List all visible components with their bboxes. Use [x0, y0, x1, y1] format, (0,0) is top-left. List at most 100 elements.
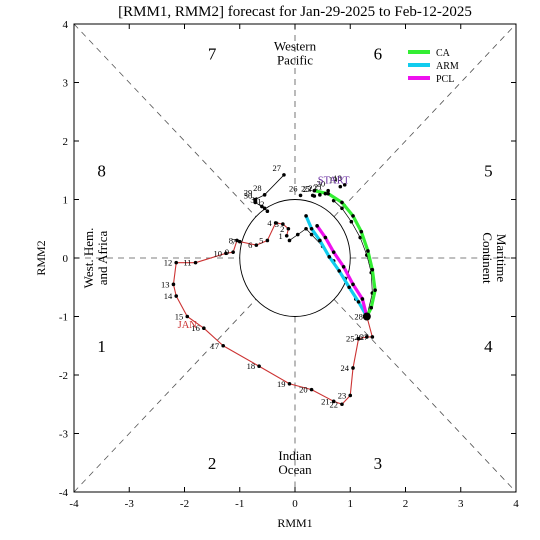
ensemble-track — [333, 200, 373, 317]
observed-track — [172, 222, 373, 405]
forecast-day-label: 21 — [314, 182, 323, 192]
series-point-arm — [309, 226, 314, 231]
forecast-day-label: 22 — [308, 183, 317, 193]
observed-day-label: 27 — [360, 332, 369, 342]
observed-point — [309, 387, 314, 392]
observed-point — [265, 238, 270, 243]
forecast-point — [312, 194, 317, 198]
forecast-point — [298, 193, 303, 198]
forecast-day-label: 2 — [260, 199, 264, 209]
forecast-point — [262, 193, 267, 197]
series-point-ca — [359, 229, 364, 234]
observed-day-label: 11 — [183, 258, 191, 268]
observed-point — [185, 314, 190, 319]
observed-point — [254, 243, 259, 247]
observed-point — [273, 221, 278, 225]
y-tick-label: -4 — [59, 487, 69, 499]
region-label-line: Continent — [480, 232, 495, 284]
observed-point — [351, 366, 355, 370]
legend: CA ARM PCL — [408, 48, 459, 85]
forecast-day-label: 31 — [250, 195, 259, 205]
series-point-ca — [370, 267, 375, 272]
guide-diagonal-se — [333, 299, 517, 493]
x-tick-label: -1 — [235, 498, 244, 510]
x-tick-label: 2 — [403, 498, 409, 510]
observed-day-label: 25 — [346, 334, 355, 344]
y-tick-label: -3 — [59, 429, 69, 441]
x-tick-label: 4 — [513, 498, 519, 510]
observed-day-label: 17 — [211, 341, 220, 351]
x-tick-label: 3 — [458, 498, 464, 510]
series-point-arm — [356, 300, 361, 304]
series-point-pcl — [341, 264, 346, 269]
forecast-day-label: 27 — [272, 163, 281, 173]
observed-day-label: 12 — [164, 258, 173, 268]
region-label: West. Hem.and Africa — [81, 228, 110, 289]
y-tick-label: 1 — [63, 195, 69, 207]
x-tick-label: -3 — [125, 498, 135, 510]
observed-day-label: 13 — [161, 279, 170, 289]
observed-day-label: 14 — [164, 291, 173, 301]
forecast-point — [262, 206, 267, 211]
ensemble-dot — [358, 235, 362, 240]
x-tick-label: -4 — [69, 498, 79, 510]
observed-day-label: 18 — [247, 361, 256, 371]
forecast-point — [282, 173, 286, 177]
series-point-pcl — [331, 250, 336, 254]
series-point-arm — [337, 269, 342, 273]
phase-label: 7 — [208, 44, 217, 63]
series-point-ca — [369, 305, 374, 310]
ensemble-dot — [331, 198, 336, 203]
observed-point — [365, 335, 369, 339]
ensemble-dot — [287, 238, 292, 243]
series-point-ca — [326, 191, 330, 196]
observed-day-label: 22 — [329, 399, 338, 409]
legend-label-ca: CA — [436, 48, 451, 59]
forecast-point — [338, 184, 343, 189]
forecast-point — [253, 200, 258, 205]
phase-label: 3 — [374, 454, 383, 473]
phase-label: 5 — [484, 161, 493, 180]
guide-diagonal-ne — [333, 23, 517, 217]
observed-point — [370, 335, 375, 339]
chart-title: [RMM1, RMM2] forecast for Jan-29-2025 to… — [118, 4, 472, 20]
observed-point — [193, 260, 198, 265]
region-label-line: and Africa — [95, 231, 110, 286]
observed-point — [224, 251, 228, 256]
forecast-point — [318, 193, 322, 197]
series-point-ca — [366, 249, 370, 253]
phase-label: 6 — [374, 44, 383, 63]
observed-day-label: 10 — [213, 248, 222, 258]
observed-day-label: 15 — [175, 312, 184, 322]
legend-label-pcl: PCL — [436, 74, 454, 85]
observed-day-label: 19 — [277, 379, 286, 389]
forecast-day-label: 25 — [301, 183, 310, 193]
region-label-line: Pacific — [277, 52, 313, 67]
series-point-ca — [312, 188, 317, 193]
observed-point — [174, 294, 179, 298]
observed-point — [235, 238, 239, 243]
guide-diagonal-sw — [73, 299, 257, 493]
observed-point — [202, 326, 206, 331]
ensemble-dot — [349, 219, 354, 224]
ensemble-dot — [304, 226, 308, 231]
forecast-day-label: 20 — [317, 179, 326, 189]
observed-point — [356, 336, 361, 341]
phase-label: 1 — [97, 337, 106, 356]
observed-point — [221, 343, 225, 348]
region-label: MaritimeContinent — [480, 232, 509, 284]
phase-label: 4 — [484, 337, 493, 356]
y-tick-label: -1 — [59, 312, 68, 324]
series-line-arm — [304, 215, 369, 318]
region-label-line: Western — [274, 38, 317, 53]
observed-day-label: 21 — [321, 396, 330, 406]
x-axis-label: RMM1 — [277, 516, 312, 530]
forecast-day-label: 19 — [329, 175, 338, 185]
observed-point — [174, 260, 179, 265]
region-label: Indian Ocean — [278, 448, 312, 477]
forecast-day-label: 1 — [257, 196, 261, 206]
forecast-day-label: 28 — [253, 183, 262, 193]
observed-day-label: 4 — [267, 218, 272, 228]
